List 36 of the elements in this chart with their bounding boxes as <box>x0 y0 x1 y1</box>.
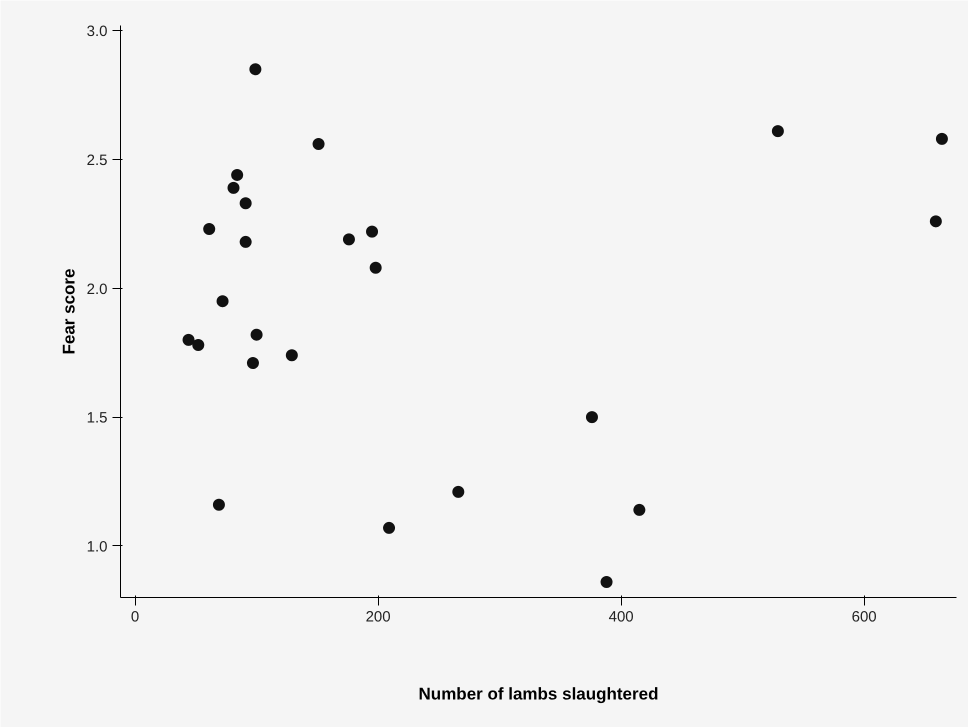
point <box>936 132 948 145</box>
point <box>286 349 298 362</box>
point <box>250 328 263 341</box>
point <box>930 215 942 228</box>
x-tick-label: 400 <box>608 608 634 626</box>
point <box>240 197 252 210</box>
point <box>452 486 464 498</box>
y-tick-label: 3.0 <box>86 23 108 40</box>
y-axis-title: Fear score <box>60 268 79 354</box>
point <box>216 295 229 308</box>
x-axis-title: Number of lambs slaughtered <box>418 684 658 704</box>
point <box>772 125 784 138</box>
point <box>312 138 325 150</box>
point <box>342 233 355 246</box>
y-tick-label: 1.5 <box>86 410 108 427</box>
point <box>370 262 382 274</box>
x-tick-label: 0 <box>130 608 140 626</box>
point <box>231 168 244 181</box>
x-tick-label: 600 <box>852 608 877 626</box>
point <box>228 182 240 194</box>
point <box>366 226 378 238</box>
x-tick-label: 200 <box>366 608 391 626</box>
point <box>192 339 204 351</box>
y-tick-label: 2.0 <box>86 280 108 298</box>
y-tick-label: 2.5 <box>86 152 108 169</box>
point <box>182 334 195 346</box>
point <box>240 236 252 248</box>
point <box>212 498 225 511</box>
point <box>586 411 598 424</box>
point <box>633 504 646 516</box>
point <box>249 63 262 76</box>
point <box>246 357 259 370</box>
y-tick-label: 1.0 <box>86 538 108 556</box>
point <box>600 576 613 588</box>
point <box>383 522 396 534</box>
point <box>203 223 216 236</box>
